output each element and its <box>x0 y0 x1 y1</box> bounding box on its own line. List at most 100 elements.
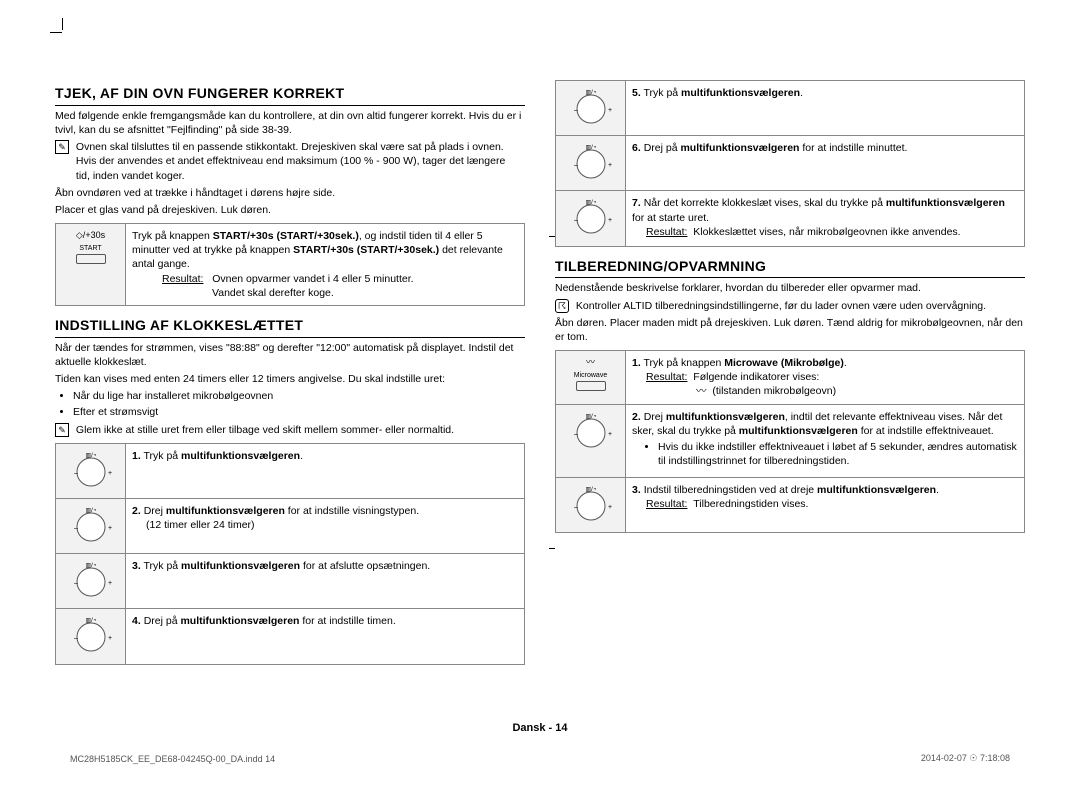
note-icon: ✎ <box>55 423 69 437</box>
svg-text:▥/◔: ▥/◔ <box>85 508 96 514</box>
start-table: ◇/+30s START Tryk på knappen START/+30s … <box>55 223 525 306</box>
svg-text:+: + <box>108 580 112 587</box>
start-icon: ◇/+30s START <box>62 229 119 267</box>
text: Indstil tilberedningstiden ved at dreje <box>644 484 817 496</box>
step-number: 6. <box>632 142 641 154</box>
dial-icon-cell: ▥/◔–+ <box>56 554 126 609</box>
bold-text: START/+30s (START/+30sek.) <box>213 230 359 242</box>
svg-text:–: – <box>574 431 578 438</box>
dial-icon: ▥/◔–+ <box>568 483 614 523</box>
clock-steps-table-cont: ▥/◔–+ 5. Tryk på multifunktionsvælgeren.… <box>555 80 1025 247</box>
text: (12 timer eller 24 timer) <box>132 519 255 531</box>
crop-mark <box>62 18 63 30</box>
note: ✎ Ovnen skal tilsluttes til en passende … <box>55 140 525 183</box>
text: for at afslutte opsætningen. <box>300 560 430 572</box>
dial-icon: ▥/◔–+ <box>568 196 614 236</box>
svg-text:▥/◔: ▥/◔ <box>85 453 96 459</box>
warning: ☈ Kontroller ALTID tilberedningsindstill… <box>555 299 1025 313</box>
dial-icon-cell: ▥/◔–+ <box>556 478 626 533</box>
body-text: Åbn døren. Placer maden midt på drejeski… <box>555 316 1025 344</box>
svg-text:+: + <box>108 525 112 532</box>
bold-text: multifunktionsvælgeren <box>817 484 936 496</box>
body-text: Tiden kan vises med enten 24 timers elle… <box>55 372 525 386</box>
footer-filename: MC28H5185CK_EE_DE68-04245Q-00_DA.indd 14 <box>70 754 275 764</box>
step-number: 1. <box>632 357 641 369</box>
svg-text:+: + <box>108 470 112 477</box>
step-cell: 2. Drej multifunktionsvælgeren, indtil d… <box>626 404 1025 478</box>
svg-text:–: – <box>74 470 78 477</box>
bold-text: multifunktionsvælgeren <box>181 450 300 462</box>
bold-text: multifunktionsvælgeren <box>181 560 300 572</box>
svg-text:+: + <box>608 162 612 169</box>
step-cell: 3. Tryk på multifunktionsvælgeren for at… <box>126 554 525 609</box>
text: Tryk på <box>644 87 682 99</box>
text: Tryk på <box>144 450 182 462</box>
step-cell: 5. Tryk på multifunktionsvælgeren. <box>626 81 1025 136</box>
result-label: Resultat: <box>646 226 687 238</box>
svg-text:+: + <box>608 431 612 438</box>
dial-icon-cell: ▥/◔–+ <box>56 609 126 664</box>
start-30s-label: +30s <box>85 230 105 240</box>
result-label: Resultat: <box>162 273 203 285</box>
dial-icon: ▥/◔–+ <box>568 86 614 126</box>
text: . <box>844 357 847 369</box>
svg-text:+: + <box>608 217 612 224</box>
result-label: Resultat: <box>646 371 687 383</box>
dial-icon: ▥/◔–+ <box>68 614 114 654</box>
result-text: Ovnen opvarmer vandet i 4 eller 5 minutt… <box>212 273 413 285</box>
svg-text:▥/◔: ▥/◔ <box>585 90 596 96</box>
heading-cooking: TILBEREDNING/OPVARMNING <box>555 257 1025 279</box>
footer-date: 2014-02-07 ☉ 7:18:08 <box>921 753 1010 764</box>
text: for at starte uret. <box>632 212 709 224</box>
step-cell: 4. Drej på multifunktionsvælgeren for at… <box>126 609 525 664</box>
dial-icon: ▥/◔ – + <box>68 449 114 489</box>
clock-steps-table: ▥/◔–+ 1. Tryk på multifunktionsvælgeren.… <box>55 443 525 665</box>
bold-text: multifunktionsvælgeren <box>739 425 858 437</box>
microwave-icon-cell: 〰 Microwave <box>556 351 626 405</box>
step-number: 7. <box>632 197 641 209</box>
crop-mark <box>50 32 62 33</box>
footer-language: Dansk - <box>512 722 555 734</box>
svg-text:▥/◔: ▥/◔ <box>585 145 596 151</box>
text: Drej på <box>144 615 181 627</box>
step-number: 3. <box>632 484 641 496</box>
text: . <box>936 484 939 496</box>
note-text: Ovnen skal tilsluttes til en passende st… <box>76 140 516 183</box>
dial-icon: ▥/◔–+ <box>68 559 114 599</box>
text: Drej på <box>644 142 681 154</box>
dial-icon-cell: ▥/◔–+ <box>556 191 626 246</box>
text: for at indstille minuttet. <box>799 142 907 154</box>
columns: TJEK, AF DIN OVN FUNGERER KORREKT Med fø… <box>55 45 1025 675</box>
bold-text: multifunktionsvælgeren <box>681 87 800 99</box>
svg-text:▥/◔: ▥/◔ <box>585 414 596 420</box>
body-text: Nedenstående beskrivelse forklarer, hvor… <box>555 281 1025 295</box>
microwave-label: Microwave <box>574 372 607 379</box>
warning-text: Kontroller ALTID tilberedningsindstillin… <box>576 299 1016 313</box>
body-text: Åbn ovndøren ved at trække i håndtaget i… <box>55 186 525 200</box>
step-cell: 7. Når det korrekte klokkeslæt vises, sk… <box>626 191 1025 246</box>
step-cell: 2. Drej multifunktionsvælgeren for at in… <box>126 499 525 554</box>
result-label: Resultat: <box>646 498 687 510</box>
heading-clock: INDSTILLING AF KLOKKESLÆTTET <box>55 316 525 338</box>
list-item: Hvis du ikke indstiller effektniveauet i… <box>658 440 1018 468</box>
text: . <box>800 87 803 99</box>
step-cell: 6. Drej på multifunktionsvælgeren for at… <box>626 136 1025 191</box>
text: for at indstille visningstypen. <box>285 505 419 517</box>
bullet-list: Når du lige har installeret mikrobølgeov… <box>73 389 525 418</box>
step-number: 1. <box>132 450 141 462</box>
dial-icon-cell: ▥/◔–+ <box>56 499 126 554</box>
svg-text:▥/◔: ▥/◔ <box>85 618 96 624</box>
svg-text:–: – <box>574 162 578 169</box>
footer-page-number: 14 <box>555 722 567 734</box>
svg-text:▥/◔: ▥/◔ <box>85 563 96 569</box>
svg-text:▥/◔: ▥/◔ <box>585 200 596 206</box>
svg-text:–: – <box>74 635 78 642</box>
text: (tilstanden mikrobølgeovn) <box>712 385 836 397</box>
cut-mark <box>549 548 555 549</box>
right-column: ▥/◔ – + 5. Tryk på multifunktionsvælgeren.… <box>555 80 1025 675</box>
note-icon: ✎ <box>55 140 69 154</box>
cooking-steps-table: 〰 Microwave 1. Tryk på knappen Microwave… <box>555 350 1025 533</box>
step-number: 2. <box>132 505 141 517</box>
svg-text:–: – <box>574 107 578 114</box>
dial-icon-cell: ▥/◔ – + <box>556 404 626 478</box>
